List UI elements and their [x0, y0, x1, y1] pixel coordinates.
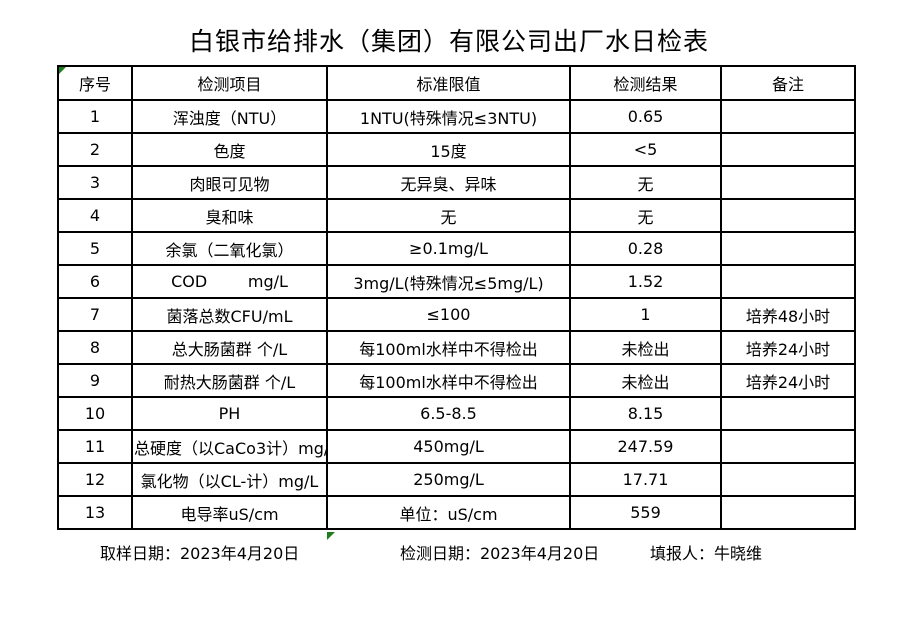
table-row: 7 菌落总数CFU/mL ≤100 1 培养48小时 — [57, 297, 856, 332]
cell-note — [720, 495, 856, 530]
cell-item: COD mg/L — [131, 264, 328, 299]
cell-note — [720, 396, 856, 431]
cell-result: 未检出 — [569, 330, 722, 365]
table-header-row: 序号 检测项目 标准限值 检测结果 备注 — [57, 65, 856, 101]
cell-no: 10 — [57, 396, 133, 431]
page-title: 白银市给排水（集团）有限公司出厂水日检表 — [188, 27, 709, 56]
cell-note — [720, 462, 856, 497]
table-row: 9 耐热大肠菌群 个/L 每100ml水样中不得检出 未检出 培养24小时 — [57, 363, 856, 398]
sample-date: 取样日期：2023年4月20日 — [100, 544, 300, 563]
excel-corner-triangle-icon — [60, 68, 66, 74]
cell-no: 4 — [57, 198, 133, 233]
footer: 取样日期：2023年4月20日 检测日期：2023年4月20日 填报人：牛晓维 — [0, 540, 898, 564]
cell-limit: 250mg/L — [326, 462, 571, 497]
cell-no: 3 — [57, 165, 133, 200]
table-row: 12 氯化物（以CL-计）mg/L 250mg/L 17.71 — [57, 462, 856, 497]
cell-no: 12 — [57, 462, 133, 497]
cell-note: 培养24小时 — [720, 363, 856, 398]
cell-limit: 每100ml水样中不得检出 — [326, 330, 571, 365]
cell-no: 6 — [57, 264, 133, 299]
cell-item: 色度 — [131, 132, 328, 167]
cell-no: 7 — [57, 297, 133, 332]
header-item: 检测项目 — [131, 65, 328, 101]
table-row: 6 COD mg/L 3mg/L(特殊情况≤5mg/L) 1.52 — [57, 264, 856, 299]
table-row: 1 浑浊度（NTU） 1NTU(特殊情况≤3NTU) 0.65 — [57, 99, 856, 134]
cell-limit: 3mg/L(特殊情况≤5mg/L) — [326, 264, 571, 299]
cell-item: 余氯（二氧化氯） — [131, 231, 328, 266]
cell-note: 培养48小时 — [720, 297, 856, 332]
cell-item: PH — [131, 396, 328, 431]
cell-no: 13 — [57, 495, 133, 530]
cell-result: 247.59 — [569, 429, 722, 464]
cell-note — [720, 99, 856, 134]
cell-limit: 无异臭、异味 — [326, 165, 571, 200]
cell-note — [720, 231, 856, 266]
cell-item: 总硬度（以CaCo3计）mg/L — [131, 429, 328, 464]
cell-item: 氯化物（以CL-计）mg/L — [131, 462, 328, 497]
cell-no: 11 — [57, 429, 133, 464]
cell-note — [720, 264, 856, 299]
cell-item: 耐热大肠菌群 个/L — [131, 363, 328, 398]
cell-item: 肉眼可见物 — [131, 165, 328, 200]
header-no: 序号 — [57, 65, 133, 101]
cell-limit: 450mg/L — [326, 429, 571, 464]
cell-note: 培养24小时 — [720, 330, 856, 365]
header-note: 备注 — [720, 65, 856, 101]
table-row: 11 总硬度（以CaCo3计）mg/L 450mg/L 247.59 — [57, 429, 856, 464]
cell-result: 559 — [569, 495, 722, 530]
cell-limit: 每100ml水样中不得检出 — [326, 363, 571, 398]
cell-no: 2 — [57, 132, 133, 167]
cell-result: <5 — [569, 132, 722, 167]
cell-no: 1 — [57, 99, 133, 134]
cell-no: 8 — [57, 330, 133, 365]
header-result: 检测结果 — [569, 65, 722, 101]
cell-note — [720, 132, 856, 167]
cell-limit: 6.5-8.5 — [326, 396, 571, 431]
table-row: 13 电导率uS/cm 单位：uS/cm 559 — [57, 495, 856, 530]
cell-result: 1 — [569, 297, 722, 332]
table-row: 10 PH 6.5-8.5 8.15 — [57, 396, 856, 431]
cell-limit: ≤100 — [326, 297, 571, 332]
cell-limit: 1NTU(特殊情况≤3NTU) — [326, 99, 571, 134]
cell-limit: 单位：uS/cm — [326, 495, 571, 530]
cell-limit: 15度 — [326, 132, 571, 167]
header-limit: 标准限值 — [326, 65, 571, 101]
excel-bottom-triangle-icon — [327, 532, 335, 540]
cell-item: 总大肠菌群 个/L — [131, 330, 328, 365]
table-row: 5 余氯（二氧化氯） ≥0.1mg/L 0.28 — [57, 231, 856, 266]
table-row: 4 臭和味 无 无 — [57, 198, 856, 233]
cell-result: 17.71 — [569, 462, 722, 497]
table-row: 3 肉眼可见物 无异臭、异味 无 — [57, 165, 856, 200]
cell-item: 臭和味 — [131, 198, 328, 233]
cell-result: 未检出 — [569, 363, 722, 398]
cell-result: 无 — [569, 198, 722, 233]
cell-result: 无 — [569, 165, 722, 200]
cell-result: 0.65 — [569, 99, 722, 134]
cell-result: 0.28 — [569, 231, 722, 266]
cell-limit: ≥0.1mg/L — [326, 231, 571, 266]
inspection-table: 序号 检测项目 标准限值 检测结果 备注 1 浑浊度（NTU） 1NTU(特殊情… — [57, 65, 856, 530]
cell-note — [720, 165, 856, 200]
cell-note — [720, 429, 856, 464]
cell-item: 电导率uS/cm — [131, 495, 328, 530]
cell-result: 1.52 — [569, 264, 722, 299]
test-date: 检测日期：2023年4月20日 — [400, 544, 600, 563]
cell-result: 8.15 — [569, 396, 722, 431]
cell-note — [720, 198, 856, 233]
cell-no: 5 — [57, 231, 133, 266]
header-no-label: 序号 — [78, 75, 111, 94]
cell-item: 菌落总数CFU/mL — [131, 297, 328, 332]
table-row: 8 总大肠菌群 个/L 每100ml水样中不得检出 未检出 培养24小时 — [57, 330, 856, 365]
table-row: 2 色度 15度 <5 — [57, 132, 856, 167]
reporter-name: 填报人：牛晓维 — [650, 544, 763, 563]
cell-item: 浑浊度（NTU） — [131, 99, 328, 134]
cell-no: 9 — [57, 363, 133, 398]
cell-limit: 无 — [326, 198, 571, 233]
